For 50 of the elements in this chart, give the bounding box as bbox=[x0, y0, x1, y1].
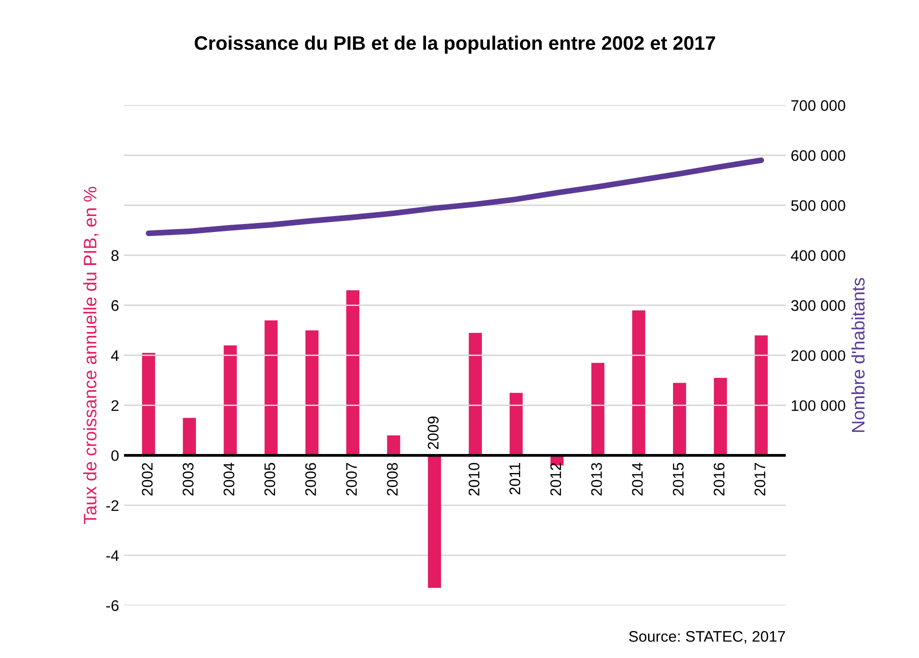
bar bbox=[142, 352, 156, 456]
bar bbox=[754, 335, 768, 456]
x-tick-label: 2007 bbox=[346, 463, 357, 496]
bar bbox=[428, 455, 442, 588]
bar bbox=[346, 290, 360, 456]
y-tick-label: 2 bbox=[111, 400, 118, 411]
y-tick-label: 4 bbox=[111, 350, 119, 361]
x-tick-label: 2014 bbox=[632, 462, 643, 496]
x-tick-label: 2008 bbox=[386, 462, 398, 496]
y-tick-label: -2 bbox=[106, 500, 118, 511]
bar bbox=[182, 418, 196, 456]
y-tick-label: -4 bbox=[106, 550, 119, 561]
x-tick-label: 2012 bbox=[550, 463, 562, 496]
bar bbox=[714, 378, 727, 456]
source-note: Source: STATEC, 2017 bbox=[629, 631, 785, 644]
bar bbox=[591, 362, 604, 456]
bar bbox=[224, 345, 237, 456]
chart-title: Croissance du PIB et de la population entre 2002 et 2017 bbox=[194, 36, 716, 54]
x-tick-label: 2009 bbox=[428, 416, 439, 450]
y2-tick-label: 500 000 bbox=[791, 200, 846, 211]
bar bbox=[264, 320, 278, 456]
y2-tick-label: 100 000 bbox=[792, 400, 846, 412]
bar bbox=[632, 310, 646, 456]
x-tick-label: 2005 bbox=[264, 462, 276, 496]
x-tick-label: 2017 bbox=[754, 463, 766, 496]
y-axis-title: Taux de croissance annuelle du PIB, en % bbox=[83, 186, 99, 524]
x-tick-label: 2004 bbox=[224, 462, 234, 496]
y2-tick-label: 400 000 bbox=[790, 250, 846, 261]
x-tick-label: 2002 bbox=[142, 463, 153, 496]
bar bbox=[673, 382, 686, 456]
x-tick-label: 2010 bbox=[468, 462, 480, 496]
x-tick-label: 2011 bbox=[509, 463, 520, 494]
bar bbox=[387, 435, 400, 456]
y2-tick-label: 300 000 bbox=[791, 300, 846, 311]
y2-tick-label: 200 000 bbox=[791, 350, 846, 362]
y-tick-label: 8 bbox=[111, 250, 119, 261]
y-tick-label: 6 bbox=[111, 300, 119, 311]
x-tick-label: 2003 bbox=[182, 462, 194, 496]
bar bbox=[305, 330, 318, 456]
x-tick-label: 2013 bbox=[591, 462, 602, 496]
x-tick-label: 2015 bbox=[672, 462, 684, 496]
x-tick-label: 2006 bbox=[305, 462, 316, 496]
y-tick-label: -6 bbox=[106, 600, 119, 612]
x-tick-label: 2016 bbox=[714, 462, 724, 496]
y2-tick-label: 600 000 bbox=[791, 150, 846, 161]
y2-tick-label: 700 000 bbox=[791, 100, 846, 111]
y2-axis-title: Nombre d'habitants bbox=[851, 278, 865, 432]
bar bbox=[510, 392, 523, 456]
y-tick-label: 0 bbox=[111, 450, 119, 462]
bar bbox=[468, 332, 482, 456]
